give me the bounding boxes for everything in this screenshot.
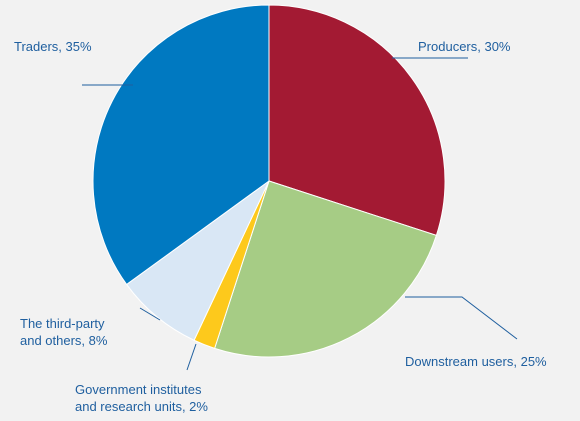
pie-slice-downstream-users xyxy=(213,180,438,358)
slice-label-line: Government institutes xyxy=(75,382,202,397)
leader-line xyxy=(186,343,197,371)
slice-label: Government institutes and research units,… xyxy=(75,382,208,414)
pie-slice-the-third-party-and-others xyxy=(125,180,270,341)
leader-line xyxy=(139,307,161,321)
slice-label: The third-party and others, 8% xyxy=(20,316,108,348)
slice-labels: Producers, 30% Downstream users, 25% Gover… xyxy=(14,39,547,414)
pie-slices xyxy=(92,4,446,358)
slice-label-line: Traders, 35% xyxy=(14,39,92,54)
slice-label: Traders, 35% xyxy=(14,39,92,54)
slice-label-line: Downstream users, 25% xyxy=(405,354,547,369)
slice-label: Downstream users, 25% xyxy=(405,354,547,369)
pie-slice-producers xyxy=(268,4,446,237)
slice-label-line: and others, 8% xyxy=(20,333,108,348)
slice-label-line: and research units, 2% xyxy=(75,399,208,414)
slice-label-line: The third-party xyxy=(20,316,105,331)
slice-label-line: Producers, 30% xyxy=(418,39,511,54)
leader-line xyxy=(405,296,518,340)
slice-label: Producers, 30% xyxy=(418,39,511,54)
pie-slice-traders xyxy=(92,4,270,286)
leader-lines xyxy=(82,57,518,371)
